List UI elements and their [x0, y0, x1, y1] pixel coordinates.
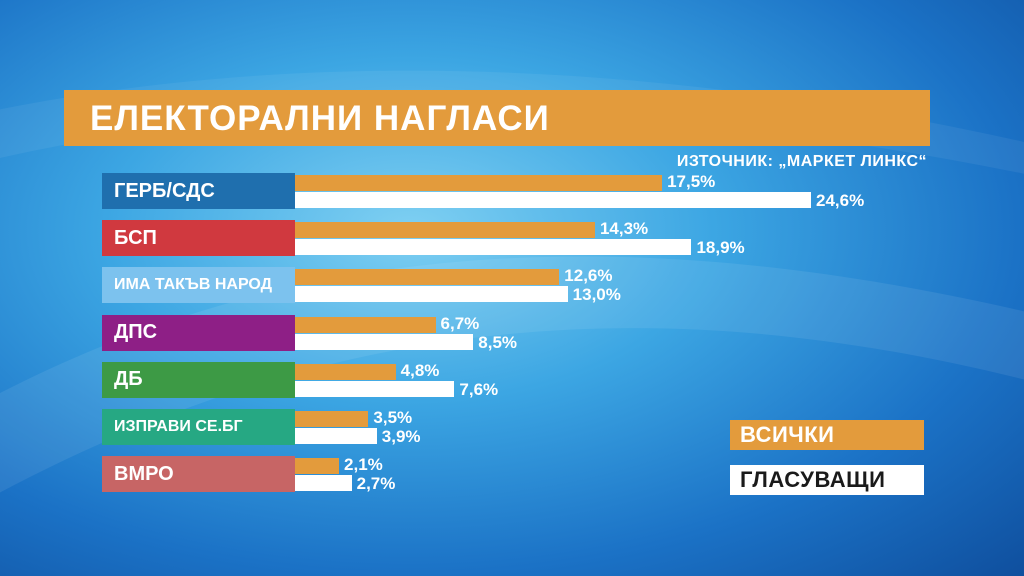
bar-voters [295, 475, 352, 492]
value-label-voters: 18,9% [696, 238, 745, 258]
value-label-all: 17,5% [667, 172, 716, 191]
source-note: ИЗТОЧНИК: „МАРКЕТ ЛИНКС“ [676, 153, 927, 170]
bar-all [295, 411, 369, 427]
legend-voters-label: ГЛАСУВАЩИ [740, 467, 886, 492]
value-label-voters: 8,5% [478, 332, 518, 352]
bar-voters [295, 333, 474, 350]
party-row: ГЕРБ/СДС 17,5% 24,6% [0, 172, 1024, 210]
bar-all [295, 175, 663, 191]
value-label-all: 2,1% [344, 455, 383, 475]
party-label: ИМА ТАКЪВ НАРОД [102, 267, 295, 304]
bar-all [295, 363, 396, 380]
bar-voters [295, 286, 568, 303]
chart-title: ЕЛЕКТОРАЛНИ НАГЛАСИ [90, 99, 550, 138]
bar-all [295, 316, 436, 333]
value-label-all: 3,5% [373, 408, 413, 427]
value-label-all: 14,3% [599, 219, 649, 239]
bar-voters [295, 239, 692, 256]
legend-all-label: ВСИЧКИ [740, 422, 835, 447]
bar-voters [295, 192, 811, 208]
party-row: ДБ 4,8% 7,6% [0, 360, 1024, 399]
party-label: ИЗПРАВИ СЕ.БГ [102, 409, 295, 445]
value-label-all: 12,6% [564, 266, 613, 286]
legend-all: ВСИЧКИ [730, 420, 924, 450]
bar-voters [295, 380, 455, 397]
legend-voters: ГЛАСУВАЩИ [730, 465, 924, 495]
party-label: ГЕРБ/СДС [102, 173, 295, 209]
value-label-all: 6,7% [440, 313, 480, 333]
bar-all [295, 458, 340, 475]
bar-voters [295, 428, 377, 444]
value-label-voters: 2,7% [356, 474, 396, 494]
party-row: ИЗПРАВИ СЕ.БГ 3,5% 3,9% [0, 408, 1024, 446]
title-bar: ЕЛЕКТОРАЛНИ НАГЛАСИ [64, 90, 930, 146]
party-label: БСП [102, 220, 295, 257]
party-label: ВМРО [102, 456, 295, 493]
party-label: ДПС [102, 314, 295, 351]
value-label-voters: 24,6% [816, 191, 865, 210]
value-label-voters: 3,9% [381, 427, 421, 446]
value-label-all: 4,8% [400, 360, 440, 380]
party-row: ВМРО 2,1% 2,7% [0, 455, 1024, 494]
party-row: БСП 14,3% 18,9% [0, 219, 1024, 258]
bar-all [295, 269, 560, 286]
value-label-voters: 7,6% [459, 379, 499, 399]
party-row: ИМА ТАКЪВ НАРОД 12,6% 13,0% [0, 266, 1024, 305]
bar-all [295, 222, 595, 239]
value-label-voters: 13,0% [572, 285, 621, 305]
party-label: ДБ [102, 361, 295, 398]
party-row: ДПС 6,7% 8,5% [0, 313, 1024, 352]
